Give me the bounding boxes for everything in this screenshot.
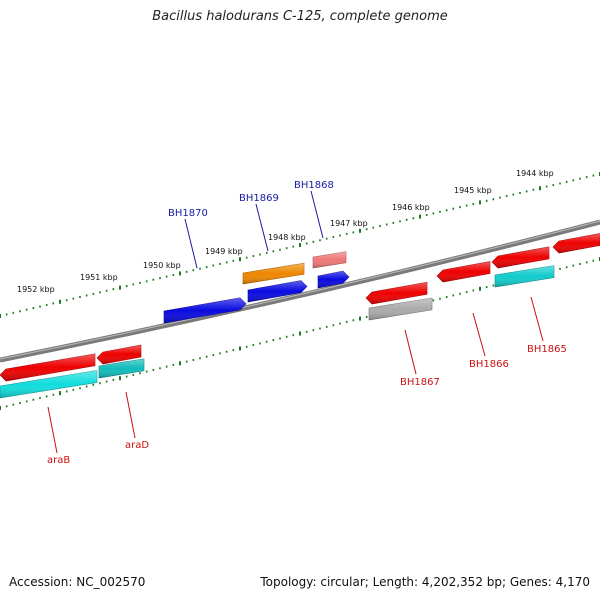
scale-label: 1950 kbp	[143, 261, 181, 270]
leader-line	[404, 329, 417, 375]
leader-line	[47, 406, 58, 454]
gene-leader-lines	[47, 190, 544, 454]
scale-label: 1946 kbp	[392, 203, 430, 212]
scale-label: 1944 kbp	[516, 169, 554, 178]
gene-BH1867[interactable]	[365, 281, 428, 305]
accession-label: Accession: NC_002570	[9, 575, 146, 589]
gene-label-BH1867[interactable]: BH1867	[400, 377, 440, 388]
gene-label-BH1865[interactable]: BH1865	[527, 344, 567, 355]
topology-label: Topology: circular; Length: 4,202,352 bp…	[260, 575, 590, 589]
gene-labels: BH1870 BH1869 BH1868 araB araD BH1867 BH1866 BH…	[47, 180, 567, 466]
feature-bottom-0[interactable]	[0, 370, 98, 399]
genome-backbone	[0, 219, 600, 363]
gene-BH1870[interactable]	[163, 297, 247, 324]
gene-label-BH1868[interactable]: BH1868	[294, 180, 334, 191]
gene-label-araD[interactable]: araD	[125, 440, 149, 451]
leader-line	[310, 190, 324, 239]
genome-title: Bacillus halodurans C-125, complete geno…	[152, 9, 448, 24]
leader-line	[530, 296, 544, 342]
feature-bottom-2[interactable]	[368, 297, 433, 321]
gene-araB[interactable]	[0, 353, 96, 382]
gene-features	[0, 233, 600, 399]
gene-BH1865[interactable]	[491, 246, 550, 269]
leader-line	[255, 203, 269, 252]
gene-araD[interactable]	[96, 344, 142, 365]
feature-top-1[interactable]	[312, 251, 347, 269]
feature-bottom-1[interactable]	[98, 358, 145, 379]
scale-label: 1949 kbp	[205, 247, 243, 256]
leader-line	[472, 312, 486, 357]
top-scale-ticks	[0, 172, 600, 318]
scale-label: 1951 kbp	[80, 273, 118, 282]
scale-label: 1947 kbp	[330, 219, 368, 228]
gene-label-BH1869[interactable]: BH1869	[239, 193, 279, 204]
leader-line	[125, 391, 136, 439]
gene-label-araB[interactable]: araB	[47, 455, 70, 466]
scale-label: 1948 kbp	[268, 233, 306, 242]
gene-label-BH1870[interactable]: BH1870	[168, 208, 208, 219]
gene-BH1869[interactable]	[247, 280, 308, 303]
scale-labels: 1952 kbp 1951 kbp 1950 kbp 1949 kbp 1948 kbp…	[17, 169, 554, 294]
gene-label-BH1866[interactable]: BH1866	[469, 359, 509, 370]
feature-top-0[interactable]	[242, 262, 305, 285]
gene-BH1868[interactable]	[317, 270, 350, 289]
genome-backbone-highlight	[0, 220, 600, 360]
gene-unlabeled[interactable]	[552, 233, 600, 254]
gene-BH1866[interactable]	[436, 261, 491, 283]
scale-label: 1945 kbp	[454, 186, 492, 195]
scale-label: 1952 kbp	[17, 285, 55, 294]
leader-line	[184, 218, 198, 269]
feature-bottom-3[interactable]	[494, 265, 555, 288]
